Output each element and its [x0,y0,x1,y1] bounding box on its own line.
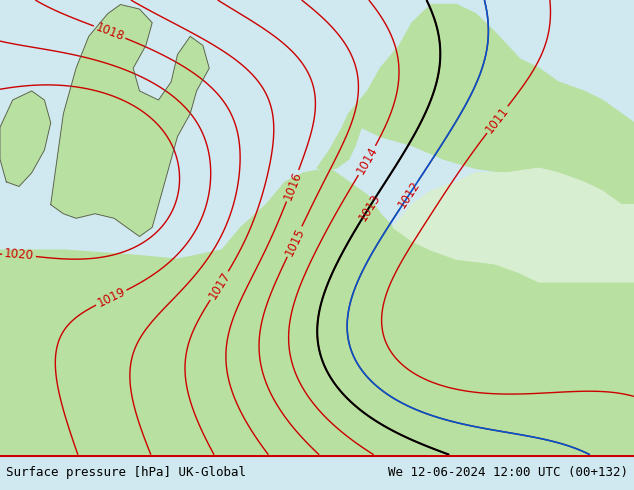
Text: We 12-06-2024 12:00 UTC (00+132): We 12-06-2024 12:00 UTC (00+132) [387,466,628,479]
Text: 1020: 1020 [4,247,34,263]
Polygon shape [0,91,51,186]
Text: 1013: 1013 [356,192,382,223]
Polygon shape [349,4,634,205]
Text: 1015: 1015 [282,225,307,258]
Text: Surface pressure [hPa] UK-Global: Surface pressure [hPa] UK-Global [6,466,247,479]
Polygon shape [393,168,634,282]
Text: 1017: 1017 [206,270,233,302]
Text: 1011: 1011 [483,104,512,135]
Text: 1014: 1014 [354,145,380,177]
Text: 1012: 1012 [396,179,423,211]
Polygon shape [0,168,634,455]
Text: 1019: 1019 [95,285,127,310]
Text: 1016: 1016 [281,170,304,202]
Polygon shape [317,114,361,168]
Polygon shape [51,4,209,237]
Text: 1018: 1018 [93,21,126,44]
